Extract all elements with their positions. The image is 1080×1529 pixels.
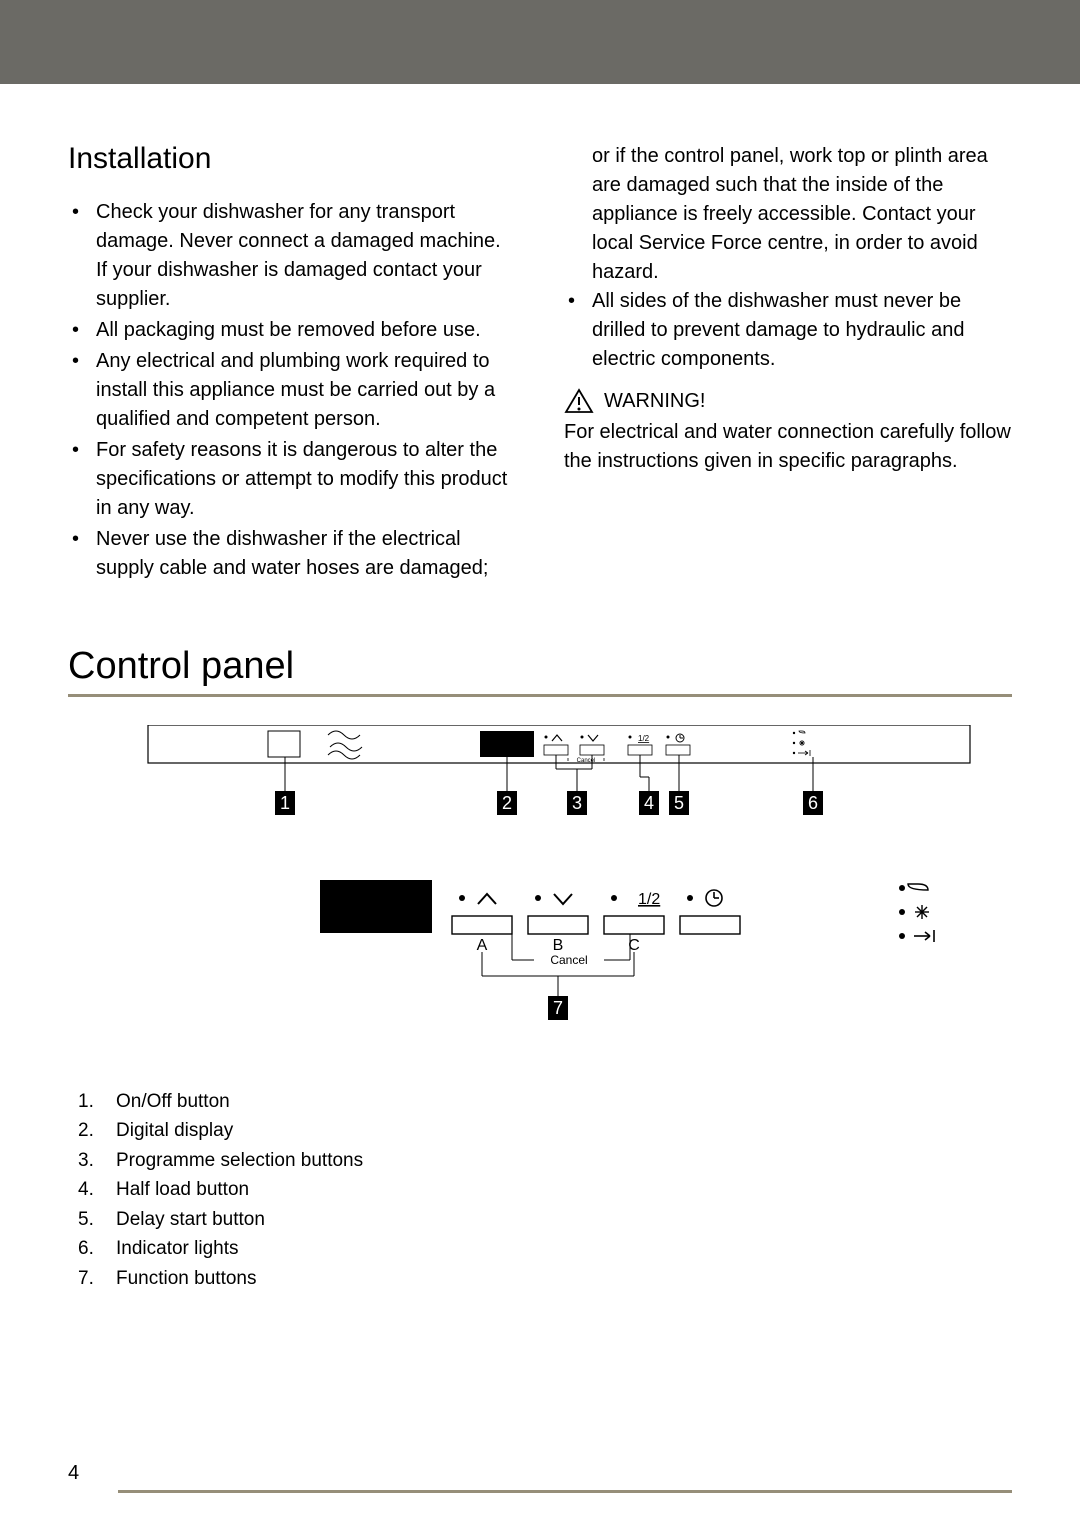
indicator-salt <box>899 884 928 891</box>
install-bullet: All sides of the dishwasher must never b… <box>584 287 1012 374</box>
installation-left-list: Check your dishwasher for any transport … <box>68 198 516 583</box>
svg-text:4: 4 <box>644 793 654 813</box>
installation-section: Installation Check your dishwasher for a… <box>68 142 1012 585</box>
install-bullet: Check your dishwasher for any transport … <box>88 198 516 314</box>
callout-7: 7 <box>548 996 568 1020</box>
warning-row: WARNING! <box>564 388 1012 414</box>
left-column: Installation Check your dishwasher for a… <box>68 142 516 585</box>
button-delay <box>680 890 740 934</box>
svg-text:1: 1 <box>280 793 290 813</box>
warning-body: For electrical and water connection care… <box>564 418 1012 476</box>
cancel-label: Cancel <box>550 953 587 967</box>
install-bullet: For safety reasons it is dangerous to al… <box>88 436 516 523</box>
callout-6: 6 <box>803 791 823 815</box>
installation-heading: Installation <box>68 142 516 176</box>
indicator-rinse <box>899 905 929 919</box>
right-column: or if the control panel, work top or pli… <box>564 142 1012 585</box>
callout-2: 2 <box>497 791 517 815</box>
installation-right-list: All sides of the dishwasher must never b… <box>564 287 1012 374</box>
legend-row: 3.Programme selection buttons <box>68 1146 1012 1175</box>
page-number: 4 <box>68 1462 79 1485</box>
legend-row: 1.On/Off button <box>68 1087 1012 1116</box>
svg-text:A: A <box>477 937 488 954</box>
callout-4: 4 <box>639 791 659 815</box>
svg-text:6: 6 <box>808 793 818 813</box>
header-bar <box>0 0 1080 84</box>
indicator-end <box>899 930 934 942</box>
control-panel-legend: 1.On/Off button 2.Digital display 3.Prog… <box>68 1087 1012 1293</box>
button-b: B <box>528 894 588 954</box>
install-bullet: Never use the dishwasher if the electric… <box>88 525 516 583</box>
svg-text:1/2: 1/2 <box>638 734 650 743</box>
install-continuation: or if the control panel, work top or pli… <box>564 142 1012 287</box>
callout-3: 3 <box>567 791 587 815</box>
control-panel-diagram: 1/2 Cancel <box>90 725 990 1055</box>
warning-label: WARNING! <box>604 390 705 413</box>
svg-text:B: B <box>553 937 564 954</box>
footer-rule <box>118 1490 1012 1493</box>
legend-row: 4.Half load button <box>68 1175 1012 1204</box>
svg-text:5: 5 <box>674 793 684 813</box>
install-bullet: Any electrical and plumbing work require… <box>88 347 516 434</box>
svg-text:2: 2 <box>502 793 512 813</box>
page-content: Installation Check your dishwasher for a… <box>0 84 1080 1293</box>
svg-text:1/2: 1/2 <box>638 891 660 908</box>
button-c: 1/2 C <box>604 891 664 954</box>
cancel-label-small: Cancel <box>577 758 596 764</box>
svg-text:3: 3 <box>572 793 582 813</box>
callout-1: 1 <box>275 791 295 815</box>
control-panel-heading: Control panel <box>68 645 1012 688</box>
legend-row: 5.Delay start button <box>68 1205 1012 1234</box>
section-rule <box>68 694 1012 697</box>
legend-row: 2.Digital display <box>68 1116 1012 1145</box>
legend-row: 6.Indicator lights <box>68 1234 1012 1263</box>
callout-5: 5 <box>669 791 689 815</box>
button-a: A <box>452 894 512 954</box>
diagram-top: 1/2 Cancel <box>90 725 990 855</box>
diagram-bottom: A B 1/2 C <box>90 880 990 1050</box>
svg-text:7: 7 <box>553 998 563 1018</box>
legend-row: 7.Function buttons <box>68 1264 1012 1293</box>
install-bullet: All packaging must be removed before use… <box>88 316 516 345</box>
warning-icon <box>564 388 594 414</box>
